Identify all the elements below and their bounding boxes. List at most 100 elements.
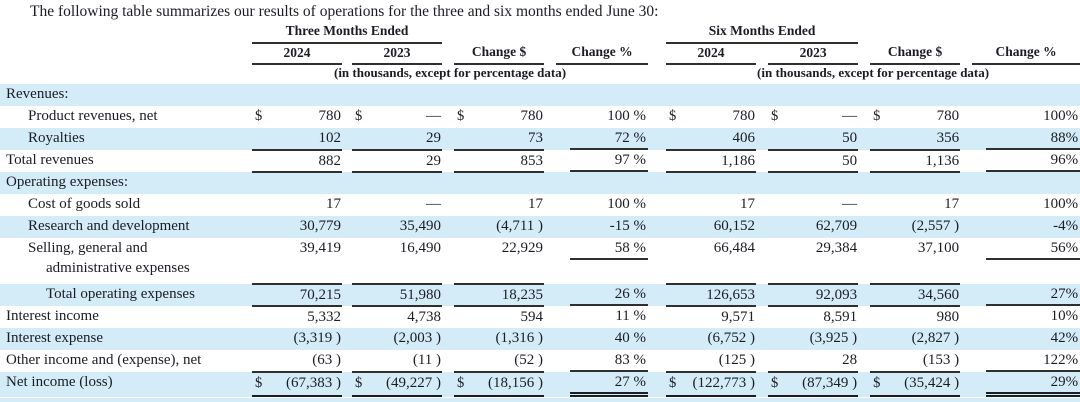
pct-value: 88% bbox=[986, 128, 1080, 150]
pct-cell bbox=[972, 172, 1080, 194]
col-header-3mo-change-pct: Change % bbox=[556, 43, 649, 65]
amount-value: (125 ) bbox=[684, 350, 757, 373]
column-gap bbox=[960, 216, 972, 238]
dollar-sign bbox=[454, 284, 473, 307]
amount-value: (18,156 ) bbox=[472, 372, 545, 400]
group-title-six-months: Six Months Ended bbox=[666, 22, 859, 44]
column-gap bbox=[342, 238, 352, 284]
amount-value: 29 bbox=[370, 150, 443, 173]
column-gap bbox=[756, 194, 768, 216]
row-label: Cost of goods sold bbox=[0, 194, 252, 216]
column-gap bbox=[960, 106, 972, 128]
amount-value: 980 bbox=[936, 309, 960, 325]
pct-cell: 42% bbox=[972, 328, 1080, 350]
dollar-sign bbox=[768, 128, 787, 151]
dollar-sign bbox=[870, 216, 888, 238]
group-title-row: Three Months Ended Six Months Ended bbox=[0, 22, 1080, 44]
column-gap bbox=[342, 128, 352, 150]
column-gap bbox=[442, 128, 454, 150]
row-label: Selling, general and administrative expen… bbox=[0, 238, 252, 284]
column-gap bbox=[442, 372, 454, 397]
amount-value: 66,484 bbox=[684, 238, 757, 285]
dollar-sign bbox=[768, 306, 786, 328]
amount-value bbox=[472, 172, 544, 194]
dollar-sign bbox=[454, 194, 472, 216]
pct-value: -15 % bbox=[609, 218, 647, 234]
dollar-sign bbox=[352, 284, 370, 307]
amount-value: 37,100 bbox=[888, 238, 961, 285]
column-gap bbox=[442, 350, 454, 372]
row-label: Research and development bbox=[0, 216, 252, 238]
amount-value: 17 bbox=[326, 196, 341, 212]
dollar-sign bbox=[454, 216, 472, 238]
dollar-sign bbox=[352, 216, 370, 238]
amount-value: 780 bbox=[520, 108, 544, 124]
col-header-6mo-change-dollar: Change $ bbox=[870, 43, 961, 65]
dollar-sign bbox=[666, 150, 685, 173]
group-title-three-months: Three Months Ended bbox=[252, 22, 443, 44]
pct-value: 100 % bbox=[607, 108, 647, 124]
column-gap bbox=[648, 238, 666, 284]
pct-cell: 96% bbox=[972, 150, 1080, 172]
column-gap bbox=[756, 84, 768, 106]
pct-cell: 10% bbox=[972, 306, 1080, 328]
dollar-sign bbox=[768, 172, 786, 194]
amount-value: 8,591 bbox=[823, 309, 858, 325]
row-label-line1: Revenues: bbox=[6, 86, 69, 102]
table-row: Revenues: bbox=[0, 84, 1080, 106]
amount-value: 780 bbox=[732, 108, 756, 124]
row-label-line1: Interest expense bbox=[6, 330, 104, 346]
amount-value: 28 bbox=[786, 350, 859, 373]
column-gap bbox=[648, 216, 666, 238]
dollar-sign bbox=[870, 284, 889, 307]
pct-value: 56% bbox=[986, 238, 1080, 260]
intro-text: The following table summarizes our resul… bbox=[30, 3, 659, 20]
amount-value: (2,557 ) bbox=[911, 218, 960, 234]
amount-value bbox=[472, 84, 544, 106]
dollar-sign bbox=[768, 350, 787, 373]
column-gap bbox=[544, 216, 556, 238]
row-label: Other income and (expense), net bbox=[0, 350, 252, 372]
column-gap bbox=[960, 84, 972, 106]
table-row: Operating expenses: bbox=[0, 172, 1080, 194]
dollar-sign bbox=[768, 194, 786, 216]
row-label: Net income (loss) bbox=[0, 372, 252, 397]
pct-cell: 97 % bbox=[556, 150, 649, 172]
pct-value: 96% bbox=[986, 150, 1080, 172]
amount-value: 60,152 bbox=[713, 218, 756, 234]
amount-value: 1,186 bbox=[684, 150, 757, 173]
column-gap bbox=[648, 328, 666, 350]
dollar-sign bbox=[666, 84, 684, 106]
pct-cell: 56% bbox=[972, 238, 1080, 284]
column-gap bbox=[648, 128, 666, 150]
amount-value: 17 bbox=[944, 196, 960, 212]
pct-cell bbox=[556, 84, 648, 106]
pct-cell bbox=[972, 84, 1080, 106]
column-gap bbox=[342, 284, 352, 306]
dollar-sign: $ bbox=[669, 108, 677, 124]
pct-cell: 27 % bbox=[556, 372, 649, 397]
row-label-line1: Total revenues bbox=[6, 152, 94, 168]
column-gap bbox=[648, 84, 666, 106]
amount-value: (2,003 ) bbox=[393, 330, 442, 346]
column-gap bbox=[544, 284, 556, 306]
row-label: Royalties bbox=[0, 128, 252, 150]
row-label-line1: Research and development bbox=[28, 218, 190, 234]
dollar-sign bbox=[870, 238, 889, 285]
dollar-sign bbox=[768, 238, 787, 285]
pct-value: 27% bbox=[986, 284, 1080, 306]
column-gap bbox=[858, 128, 870, 150]
col-header-3mo-2024: 2024 bbox=[252, 43, 342, 65]
row-label: Operating expenses: bbox=[0, 172, 252, 194]
dollar-sign bbox=[352, 328, 370, 350]
row-label-line2: administrative expenses bbox=[46, 260, 190, 276]
amount-value: (4,711 ) bbox=[496, 218, 544, 234]
dollar-sign bbox=[870, 150, 889, 173]
spacer-cell bbox=[0, 22, 252, 43]
column-gap bbox=[442, 328, 454, 350]
dollar-sign bbox=[870, 172, 888, 194]
table-row: Selling, general and administrative expen… bbox=[0, 238, 1080, 285]
column-gap bbox=[648, 350, 666, 372]
dollar-sign bbox=[666, 172, 684, 194]
pct-value: 40 % bbox=[614, 330, 647, 346]
